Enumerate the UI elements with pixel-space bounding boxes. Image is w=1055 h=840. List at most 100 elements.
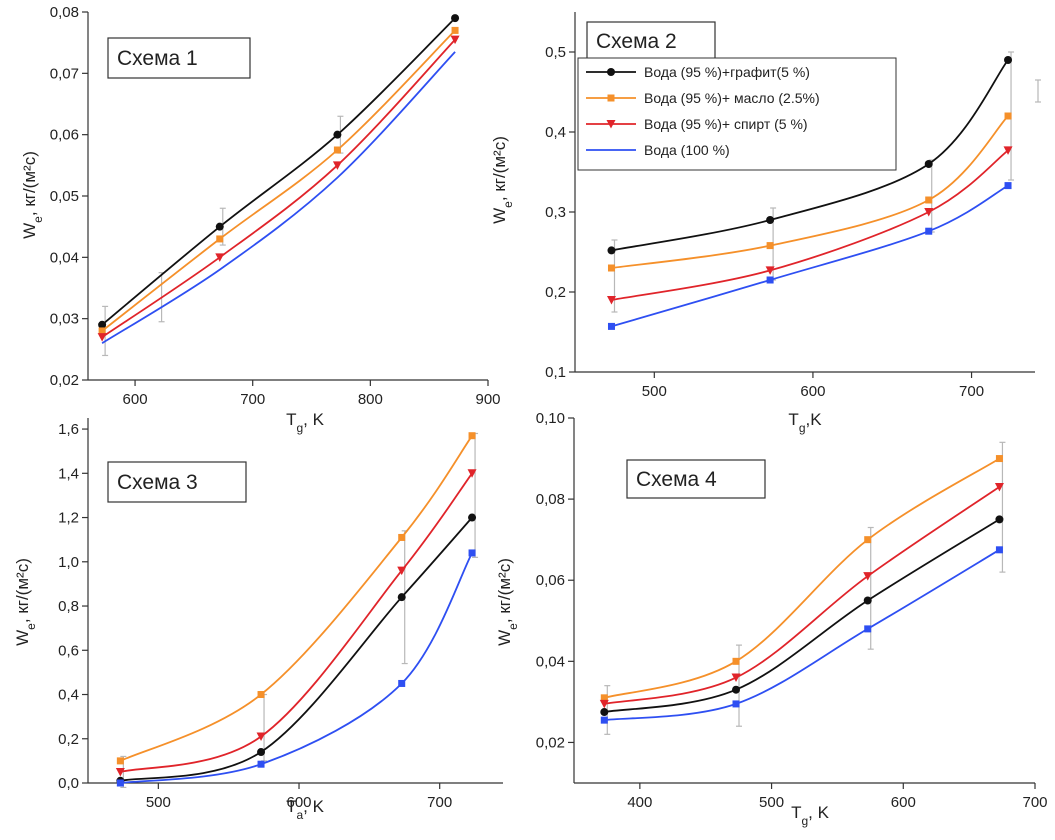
series-4-point bbox=[469, 549, 476, 556]
series-1-point bbox=[257, 748, 265, 756]
series-2-point bbox=[767, 242, 774, 249]
chart-panel-1: 600 700 800 9000,020,030,040,050,060,070,08… bbox=[20, 4, 501, 435]
legend-marker bbox=[607, 68, 615, 76]
y-tick-label: 0,05 bbox=[50, 188, 79, 205]
series-4-point bbox=[1005, 182, 1012, 189]
series-1-point bbox=[607, 246, 615, 254]
y-tick-label: 0,02 bbox=[50, 372, 79, 389]
series-4-point bbox=[258, 761, 265, 768]
series-1-point bbox=[925, 160, 933, 168]
series-2-point bbox=[117, 757, 124, 764]
x-axis-label: Ta, K bbox=[286, 797, 325, 822]
y-axis-label: We, кг/(м²с) bbox=[20, 151, 45, 239]
x-tick-label: 600 bbox=[891, 794, 916, 811]
series-2-point bbox=[334, 147, 341, 154]
series-4-point bbox=[925, 228, 932, 235]
legend-label: Вода (95 %)+ масло (2.5%) bbox=[644, 90, 820, 106]
y-tick-label: 1,6 bbox=[58, 421, 79, 438]
series-4-point bbox=[601, 717, 608, 724]
series-1-point bbox=[398, 593, 406, 601]
series-1-point bbox=[766, 216, 774, 224]
y-tick-label: 0,5 bbox=[545, 44, 566, 61]
legend-marker bbox=[608, 95, 615, 102]
y-tick-label: 0,2 bbox=[58, 731, 79, 748]
chart-panel-4: 400 500 600 700 0,02 0,04 0,06 0,08 0,10 Tg, K We,… bbox=[495, 410, 1048, 828]
series-2-point bbox=[733, 658, 740, 665]
x-tick-label: 900 bbox=[475, 391, 500, 408]
y-tick-label: 0,04 bbox=[536, 653, 565, 670]
series-line-4 bbox=[120, 553, 472, 783]
series-2-point bbox=[452, 27, 459, 34]
y-axis-label: We, кг/(м²с) bbox=[495, 558, 520, 646]
series-4-point bbox=[767, 277, 774, 284]
x-tick-label: 600 bbox=[800, 383, 825, 400]
y-tick-label: 0,02 bbox=[536, 734, 565, 751]
scheme-title: Схема 2 bbox=[596, 30, 677, 53]
series-1-point bbox=[995, 515, 1003, 523]
series-line-4 bbox=[102, 52, 455, 343]
series-4-point bbox=[996, 546, 1003, 553]
y-tick-label: 0,2 bbox=[545, 284, 566, 301]
y-tick-label: 0,1 bbox=[545, 364, 566, 381]
y-tick-label: 1,2 bbox=[58, 510, 79, 527]
y-axis-label: We, кг/(м²с) bbox=[13, 558, 38, 646]
series-4-point bbox=[733, 700, 740, 707]
series-4-point bbox=[864, 625, 871, 632]
scheme-title: Схема 3 bbox=[117, 471, 198, 494]
x-tick-label: 500 bbox=[146, 794, 171, 811]
series-4-point bbox=[398, 680, 405, 687]
y-tick-label: 0,4 bbox=[58, 687, 79, 704]
series-2-point bbox=[608, 265, 615, 272]
series-2-point bbox=[925, 197, 932, 204]
series-1-point bbox=[732, 686, 740, 694]
y-tick-label: 0,07 bbox=[50, 65, 79, 82]
x-tick-label: 500 bbox=[759, 794, 784, 811]
y-tick-label: 0,04 bbox=[50, 249, 79, 266]
series-1-point bbox=[333, 131, 341, 139]
scheme-title: Схема 4 bbox=[636, 468, 717, 491]
x-tick-label: 700 bbox=[959, 383, 984, 400]
y-tick-label: 0,3 bbox=[545, 204, 566, 221]
series-1-point bbox=[864, 597, 872, 605]
y-tick-label: 0,08 bbox=[536, 491, 565, 508]
series-2-point bbox=[398, 534, 405, 541]
y-tick-label: 0,06 bbox=[536, 572, 565, 589]
series-line-3 bbox=[120, 473, 472, 772]
y-tick-label: 0,4 bbox=[545, 124, 566, 141]
x-tick-label: 600 bbox=[123, 391, 148, 408]
chart-panel-2: 500 600 7000,10,20,30,40,5Tg,KWe, кг/(м²с)… bbox=[490, 12, 1041, 435]
y-tick-label: 0,8 bbox=[58, 598, 79, 615]
chart-panel-3: 500 600 700 0,0 0,2 0,4 0,6 0,8 1,0 1,2 1,4 1,6 Ta, … bbox=[13, 418, 503, 822]
series-1-point bbox=[1004, 56, 1012, 64]
series-2-point bbox=[469, 432, 476, 439]
x-tick-label: 700 bbox=[427, 794, 452, 811]
x-tick-label: 500 bbox=[642, 383, 667, 400]
x-tick-label: 800 bbox=[358, 391, 383, 408]
legend-label: Вода (95 %)+графит(5 %) bbox=[644, 64, 810, 80]
y-tick-label: 1,4 bbox=[58, 465, 79, 482]
series-line-1 bbox=[604, 519, 999, 712]
series-1-point bbox=[216, 223, 224, 231]
series-line-3 bbox=[604, 487, 999, 704]
series-1-point bbox=[600, 708, 608, 716]
x-tick-label: 400 bbox=[627, 794, 652, 811]
y-tick-label: 0,06 bbox=[50, 127, 79, 144]
series-2-point bbox=[864, 536, 871, 543]
series-line-3 bbox=[612, 150, 1009, 300]
legend-label: Вода (100 %) bbox=[644, 142, 730, 158]
series-1-point bbox=[451, 14, 459, 22]
y-tick-label: 0,08 bbox=[50, 4, 79, 21]
series-line-4 bbox=[604, 550, 999, 720]
y-tick-label: 0,6 bbox=[58, 642, 79, 659]
series-line-3 bbox=[102, 40, 455, 338]
y-axis-label: We, кг/(м²с) bbox=[490, 136, 515, 224]
x-tick-label: 700 bbox=[1022, 794, 1047, 811]
series-4-point bbox=[608, 323, 615, 330]
series-2-point bbox=[216, 235, 223, 242]
series-4-point bbox=[117, 780, 124, 787]
y-tick-label: 0,10 bbox=[536, 410, 565, 427]
series-1-point bbox=[468, 514, 476, 522]
x-tick-label: 700 bbox=[240, 391, 265, 408]
series-line-4 bbox=[612, 186, 1009, 327]
